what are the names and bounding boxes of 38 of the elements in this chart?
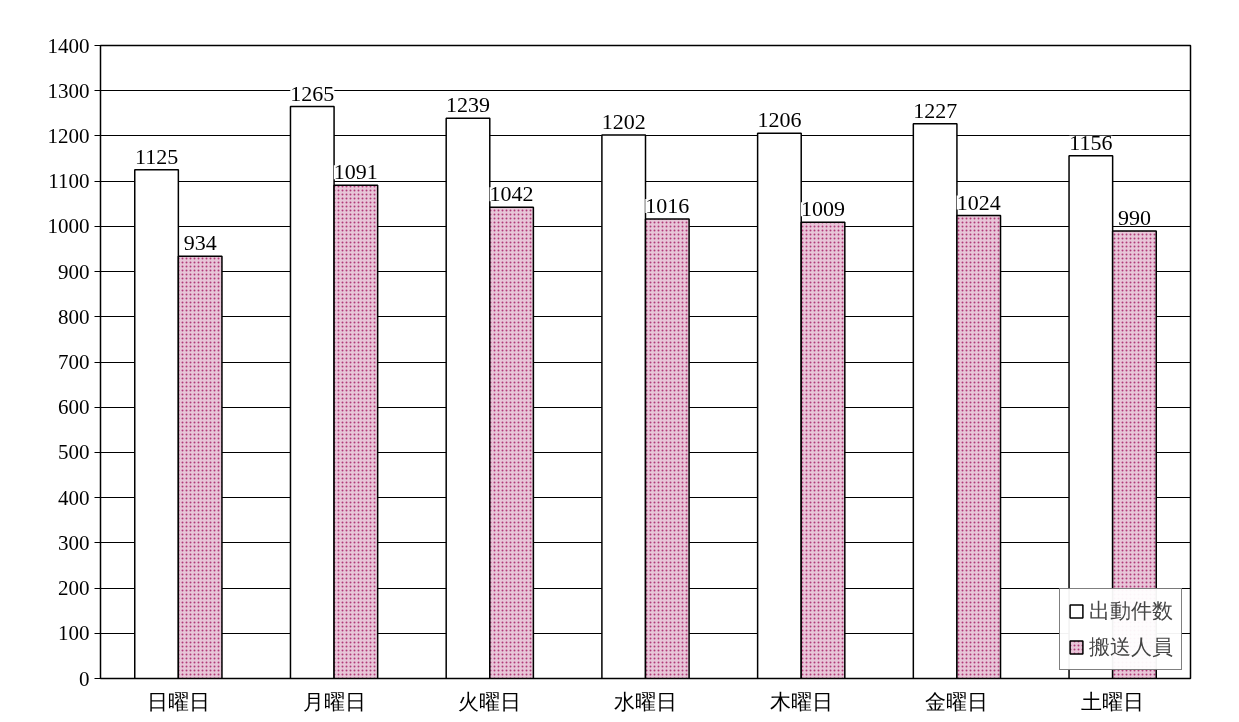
y-tick-label: 800 <box>58 304 90 329</box>
data-label: 1239 <box>445 92 490 118</box>
y-tick-label: 0 <box>79 666 90 691</box>
y-tick-label: 600 <box>58 395 90 420</box>
x-tick-label: 木曜日 <box>769 689 833 714</box>
x-tick-label: 水曜日 <box>614 689 677 714</box>
data-label: 1206 <box>757 107 802 133</box>
y-tick-label: 300 <box>58 530 90 555</box>
y-tick-label: 500 <box>58 440 90 465</box>
y-tick-label: 1000 <box>47 214 90 239</box>
data-label: 1227 <box>913 97 958 123</box>
data-label: 1091 <box>333 159 378 185</box>
y-tick-label: 1200 <box>47 123 90 148</box>
x-tick-label: 火曜日 <box>458 689 522 714</box>
data-label: 1009 <box>801 196 846 222</box>
data-label: 1125 <box>134 143 179 169</box>
y-tick-label: 700 <box>58 350 90 374</box>
x-tick-label: 日曜日 <box>146 689 210 714</box>
y-tick-label: 900 <box>58 259 90 284</box>
y-tick-label: 100 <box>58 621 90 646</box>
x-tick-label: 土曜日 <box>1081 689 1145 714</box>
data-label: 990 <box>1117 204 1151 230</box>
y-tick-label: 1400 <box>47 33 90 58</box>
legend-label: 搬送人員 <box>1089 634 1173 660</box>
data-label: 1156 <box>1069 129 1113 155</box>
x-tick-label: 月曜日 <box>302 689 366 714</box>
data-label: 1016 <box>645 193 690 219</box>
y-tick-label: 400 <box>58 485 90 510</box>
data-label: 1265 <box>290 80 335 106</box>
x-tick-label: 金曜日 <box>925 689 989 714</box>
y-tick-label: 1100 <box>48 169 90 194</box>
data-label: 1202 <box>601 109 646 135</box>
data-label: 1042 <box>489 181 534 207</box>
y-tick-label: 200 <box>58 576 90 601</box>
legend-label: 出動件数 <box>1089 598 1173 624</box>
y-tick-label: 1300 <box>47 78 90 103</box>
data-label: 934 <box>183 230 217 256</box>
data-label: 1024 <box>956 189 1001 215</box>
